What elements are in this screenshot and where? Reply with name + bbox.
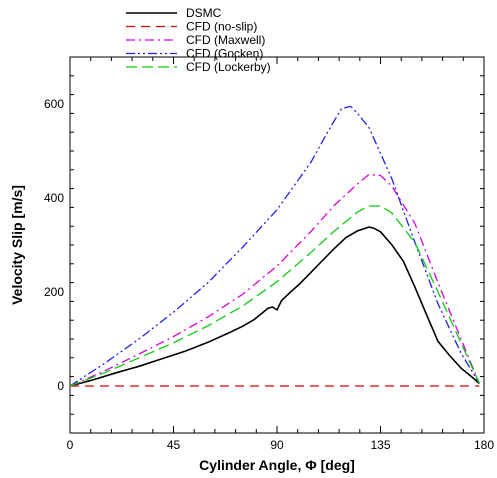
- x-tick-label: 90: [270, 438, 284, 452]
- y-tick-label: 200: [44, 285, 64, 299]
- series-lines: [69, 105, 481, 387]
- series-line: [69, 105, 480, 387]
- axis-ticks: [70, 57, 484, 433]
- series-line: [69, 205, 480, 387]
- x-tick-label: 180: [474, 438, 494, 452]
- tick-labels: 0 45 90 135 180 0 200 400 600: [44, 97, 494, 452]
- x-tick-label: 45: [167, 438, 181, 452]
- x-tick-label: 135: [370, 438, 390, 452]
- y-axis-title: Velocity Slip [m/s]: [9, 185, 25, 305]
- legend-label: DSMC: [186, 6, 222, 20]
- y-tick-label: 400: [44, 191, 64, 205]
- y-tick-label: 0: [57, 379, 64, 393]
- legend-label: CFD (Maxwell): [186, 33, 265, 47]
- plot-frame: [69, 56, 485, 434]
- y-tick-label: 600: [44, 97, 64, 111]
- series-line: [69, 226, 480, 387]
- x-axis-title: Cylinder Angle, Φ [deg]: [199, 457, 355, 473]
- legend-label: CFD (Gocken): [186, 47, 263, 61]
- legend-label: CFD (Lockerby): [186, 60, 271, 74]
- x-tick-label: 0: [67, 438, 74, 452]
- series-line: [69, 173, 481, 387]
- legend-label: CFD (no-slip): [186, 20, 257, 34]
